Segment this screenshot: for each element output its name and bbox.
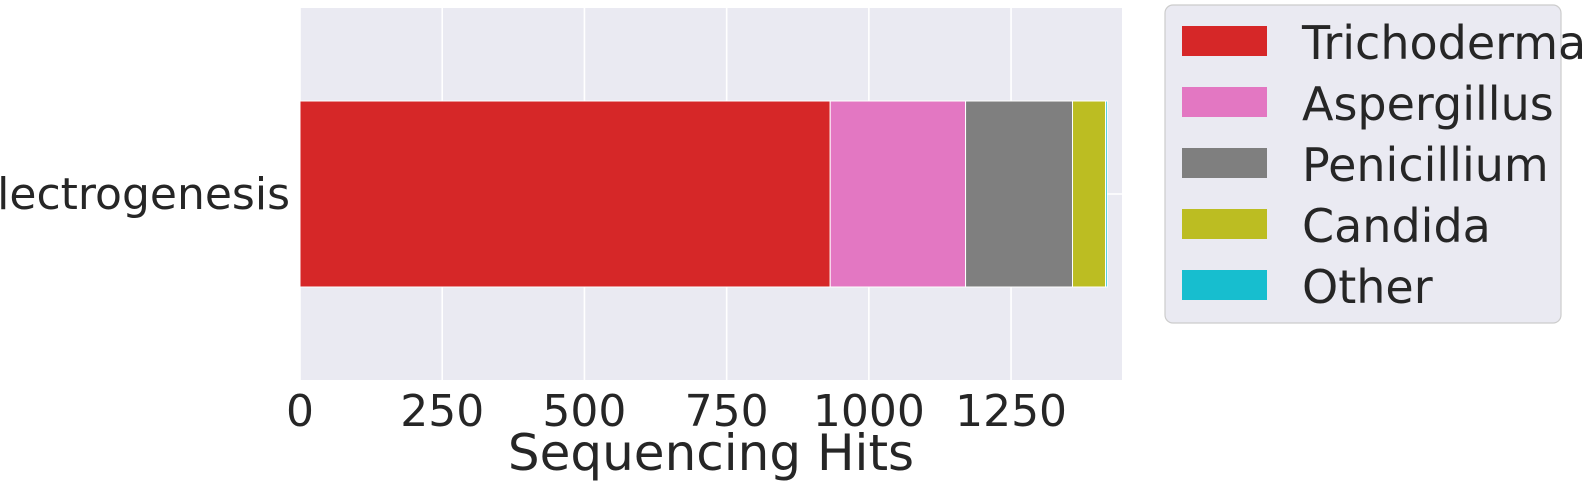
legend-swatch	[1182, 148, 1267, 178]
bar-segment-trichoderma	[299, 100, 831, 288]
legend-label: Other	[1302, 260, 1433, 314]
bars	[299, 100, 1108, 288]
bar-segment-candida	[1072, 100, 1107, 288]
bar-segment-aspergillus	[829, 100, 967, 288]
x-tick-labels: 0 250 500 750 1000 1250	[286, 386, 1067, 437]
legend-frame	[1164, 4, 1562, 324]
y-category-labels: Electrogenesis	[0, 169, 290, 220]
legend-label: Candida	[1302, 199, 1491, 253]
legend-label: Aspergillus	[1302, 77, 1554, 131]
y-category-label: Electrogenesis	[0, 169, 290, 220]
x-tick-label: 1250	[955, 386, 1067, 437]
x-tick-label: 500	[542, 386, 626, 437]
x-axis-title: Sequencing Hits	[508, 424, 914, 482]
legend-label: Trichoderma	[1301, 16, 1586, 70]
legend-swatch	[1182, 209, 1267, 239]
legend-swatch	[1182, 270, 1267, 300]
bar-segment-other	[1105, 100, 1108, 288]
legend-label: Penicillium	[1302, 138, 1549, 192]
legend-swatch	[1182, 26, 1267, 56]
legend-swatch	[1182, 87, 1267, 117]
x-tick-label: 750	[685, 386, 769, 437]
x-tick-label: 250	[400, 386, 484, 437]
legend: Trichoderma Aspergillus Penicillium Candida…	[1164, 4, 1586, 324]
bar-segment-penicillium	[965, 100, 1074, 288]
x-tick-label: 1000	[813, 386, 925, 437]
x-tick-label: 0	[286, 386, 314, 437]
